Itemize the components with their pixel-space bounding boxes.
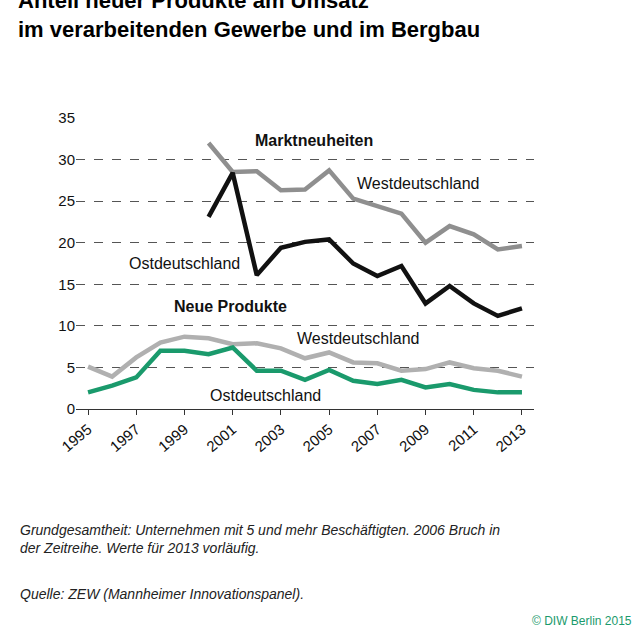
svg-text:30: 30 — [58, 151, 75, 168]
svg-text:Neue Produkte: Neue Produkte — [174, 298, 287, 315]
svg-text:2009: 2009 — [396, 421, 432, 455]
svg-text:1999: 1999 — [155, 421, 191, 455]
svg-text:2007: 2007 — [348, 421, 384, 455]
svg-text:15: 15 — [58, 276, 75, 293]
svg-text:25: 25 — [58, 192, 75, 209]
svg-text:Anteil neuer Produkte am Umsat: Anteil neuer Produkte am Umsatzim verarb… — [18, 0, 480, 42]
svg-text:Ostdeutschland: Ostdeutschland — [210, 387, 321, 404]
svg-text:10: 10 — [58, 317, 75, 334]
svg-text:5: 5 — [67, 359, 75, 376]
svg-text:2011: 2011 — [445, 421, 481, 455]
svg-text:2005: 2005 — [299, 421, 335, 455]
svg-text:0: 0 — [67, 400, 75, 417]
svg-text:2013: 2013 — [492, 421, 528, 455]
svg-text:Ostdeutschland: Ostdeutschland — [129, 255, 240, 272]
svg-text:Marktneuheiten: Marktneuheiten — [255, 132, 373, 149]
svg-text:1995: 1995 — [58, 421, 94, 455]
svg-text:35: 35 — [58, 109, 75, 126]
svg-text:Westdeutschland: Westdeutschland — [297, 330, 419, 347]
svg-text:1997: 1997 — [107, 421, 143, 455]
svg-text:Westdeutschland: Westdeutschland — [357, 175, 479, 192]
svg-text:© DIW Berlin 2015: © DIW Berlin 2015 — [532, 614, 632, 628]
svg-text:20: 20 — [58, 234, 75, 251]
svg-text:2003: 2003 — [251, 421, 287, 455]
svg-text:Quelle: ZEW (Mannheimer Innova: Quelle: ZEW (Mannheimer Innovationspanel… — [20, 586, 304, 602]
svg-text:2001: 2001 — [203, 421, 239, 455]
svg-text:Grundgesamtheit: Unternehmen m: Grundgesamtheit: Unternehmen mit 5 und m… — [20, 522, 500, 556]
